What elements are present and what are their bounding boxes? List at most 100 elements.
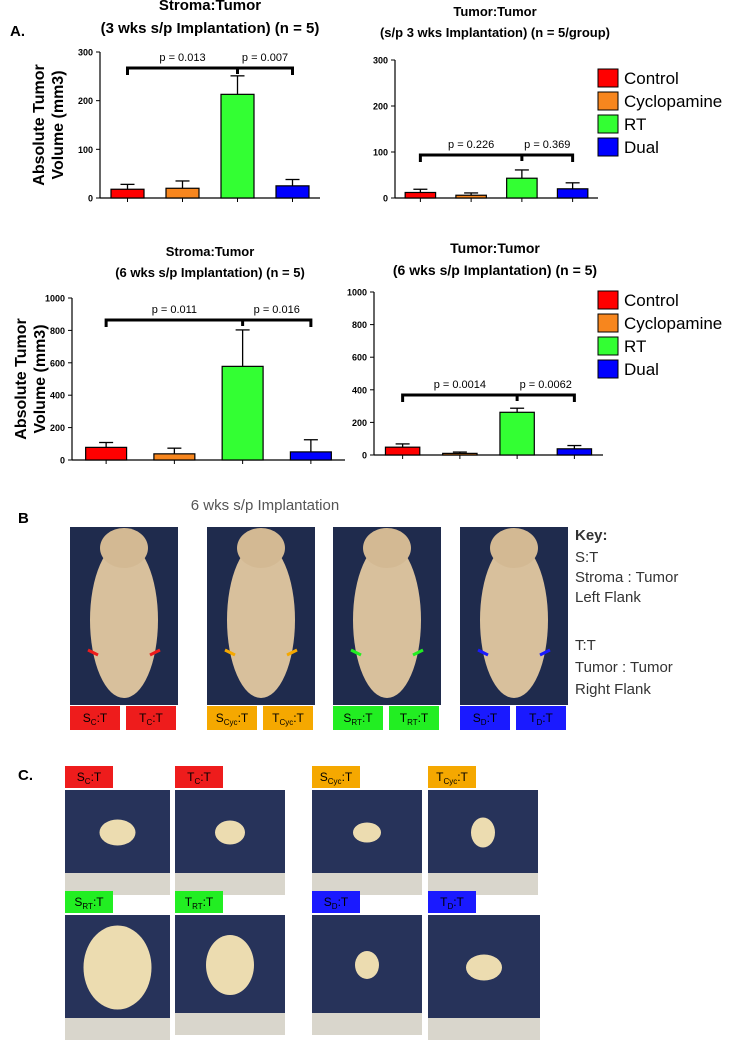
group-label: SD:T <box>473 711 498 727</box>
y-axis-label-line: Absolute Tumor <box>13 318 30 439</box>
group-label: TC:T <box>187 770 211 786</box>
legend-swatch <box>597 290 619 310</box>
mouse-body <box>480 542 548 698</box>
tumor <box>353 822 381 843</box>
label-box <box>312 766 360 788</box>
chart-title: Stroma:Tumor <box>159 0 261 14</box>
mouse-head <box>237 528 285 568</box>
p-value: p = 0.007 <box>242 52 288 64</box>
significance-bracket <box>418 153 575 162</box>
label-main: S <box>473 711 481 725</box>
y-tick-label: 1000 <box>347 288 367 298</box>
ruler <box>312 1013 422 1035</box>
tumor <box>471 817 495 848</box>
key-text: S:T <box>575 549 598 566</box>
y-axis-label-line: Volume (mm3) <box>32 324 49 433</box>
label-sub: C <box>194 777 200 786</box>
chart-title: (s/p 3 wks Implantation) (n = 5/group) <box>380 25 610 40</box>
ruler <box>428 873 538 895</box>
label-main: S <box>343 711 351 725</box>
label-main: S <box>216 711 224 725</box>
significance-bracket <box>401 393 576 402</box>
y-tick-label: 400 <box>50 391 65 401</box>
label-main: T <box>272 711 280 725</box>
label-sub: RT <box>351 718 362 727</box>
label-box <box>428 891 476 913</box>
label-sub: RT <box>407 718 418 727</box>
mouse-body <box>227 542 295 698</box>
mouse-body <box>353 542 421 698</box>
bar <box>221 365 264 461</box>
tumor <box>99 819 136 846</box>
legend-label: RT <box>624 115 646 134</box>
label-rest: :T <box>91 770 102 784</box>
y-tick-label: 300 <box>78 48 93 58</box>
label-rest: :T <box>97 711 108 725</box>
label-sub: D <box>536 718 542 727</box>
bar <box>499 411 535 456</box>
panel-label: A. <box>10 23 25 40</box>
bar <box>289 451 332 461</box>
y-tick-label: 0 <box>60 456 65 466</box>
label-main: T <box>440 895 448 909</box>
p-value: p = 0.013 <box>159 52 205 64</box>
ruler <box>175 1013 285 1035</box>
panel-label: B <box>18 510 29 527</box>
group-label: TD:T <box>440 895 464 911</box>
ruler <box>312 873 422 895</box>
y-axis-label-line: Absolute Tumor <box>31 64 48 185</box>
label-box <box>428 766 476 788</box>
label-main: T <box>529 711 537 725</box>
y-tick-label: 200 <box>373 102 388 112</box>
label-sub: Cyc <box>443 777 457 786</box>
label-box <box>70 706 120 730</box>
label-box <box>516 706 566 730</box>
label-sub: C <box>91 718 97 727</box>
p-value: p = 0.226 <box>448 139 494 151</box>
legend-swatch <box>597 336 619 356</box>
bar <box>110 188 145 199</box>
ruler <box>175 873 285 895</box>
y-tick-label: 200 <box>78 96 93 106</box>
label-sub: RT <box>192 902 203 911</box>
label-sub: D <box>447 902 453 911</box>
label-sub: D <box>332 902 338 911</box>
key-text: Left Flank <box>575 589 641 606</box>
flank-arrow <box>87 648 161 657</box>
y-tick-label: 800 <box>50 326 65 336</box>
label-box <box>263 706 313 730</box>
panel-title: 6 wks s/p Implantation <box>191 497 339 514</box>
legend-label: Control <box>624 69 679 88</box>
p-value: p = 0.0014 <box>434 379 486 391</box>
ruler <box>65 873 170 895</box>
y-tick-label: 800 <box>352 320 367 330</box>
chart-title: Tumor:Tumor <box>450 240 540 256</box>
label-sub: C <box>146 718 152 727</box>
legend-label: Dual <box>624 360 659 379</box>
ruler <box>65 1018 170 1040</box>
group-label: SCyc:T <box>216 711 249 727</box>
label-main: T <box>139 711 147 725</box>
label-sub: Cyc <box>328 777 342 786</box>
group-label: TRT:T <box>400 711 429 727</box>
flank-arrow <box>477 648 551 657</box>
label-main: S <box>74 895 82 909</box>
p-value: p = 0.0062 <box>520 379 572 391</box>
label-main: S <box>83 711 91 725</box>
bar <box>275 185 310 199</box>
label-main: S <box>77 770 85 784</box>
label-main: S <box>324 895 332 909</box>
y-axis-label: Absolute Tumor Volume (mm3) <box>13 318 49 439</box>
label-rest: :T <box>338 895 349 909</box>
chart-title: (6 wks s/p Implantation) (n = 5) <box>393 262 597 278</box>
label-main: T <box>187 770 195 784</box>
group-label: TCyc:T <box>272 711 304 727</box>
panel-label: C. <box>18 767 33 784</box>
y-tick-label: 0 <box>362 451 367 461</box>
group-label: SD:T <box>324 895 349 911</box>
label-rest: :T <box>200 770 211 784</box>
legend-label: Control <box>624 291 679 310</box>
bar <box>442 452 478 456</box>
group-label: SCyc:T <box>320 770 353 786</box>
